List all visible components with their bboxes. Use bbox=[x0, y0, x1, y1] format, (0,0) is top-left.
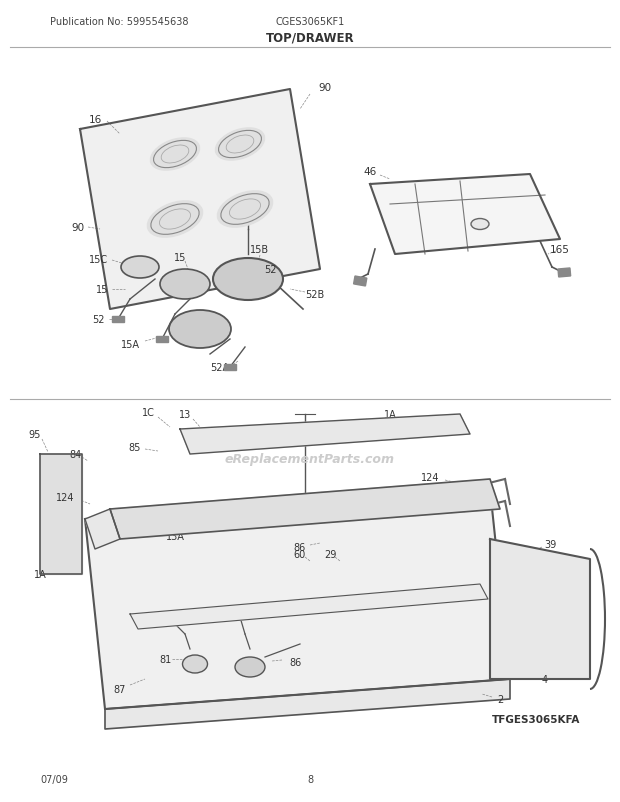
Polygon shape bbox=[85, 489, 510, 709]
Bar bbox=[112, 317, 124, 322]
Ellipse shape bbox=[471, 219, 489, 230]
Polygon shape bbox=[180, 415, 470, 455]
Text: 52: 52 bbox=[264, 265, 277, 274]
Polygon shape bbox=[85, 509, 120, 549]
Text: 15: 15 bbox=[174, 253, 186, 263]
Text: 165: 165 bbox=[550, 245, 570, 255]
Ellipse shape bbox=[151, 139, 200, 171]
Text: 07/09: 07/09 bbox=[40, 774, 68, 784]
Polygon shape bbox=[80, 90, 320, 310]
Bar bbox=[156, 337, 168, 342]
Text: 1A: 1A bbox=[384, 410, 396, 419]
Ellipse shape bbox=[182, 655, 208, 673]
Text: 90: 90 bbox=[319, 83, 332, 93]
Text: 87: 87 bbox=[114, 684, 126, 695]
Text: 16: 16 bbox=[89, 115, 102, 125]
Text: 95: 95 bbox=[29, 429, 41, 439]
Text: 1C: 1C bbox=[141, 407, 154, 418]
Text: CGES3065KF1: CGES3065KF1 bbox=[275, 17, 345, 27]
Ellipse shape bbox=[148, 201, 203, 238]
Polygon shape bbox=[490, 539, 590, 679]
Ellipse shape bbox=[169, 310, 231, 349]
Text: 13: 13 bbox=[179, 410, 191, 419]
Ellipse shape bbox=[215, 129, 265, 161]
Text: TOP/DRAWER: TOP/DRAWER bbox=[266, 31, 354, 44]
Text: 29: 29 bbox=[324, 549, 336, 559]
Text: 46: 46 bbox=[363, 167, 376, 176]
Text: 1A: 1A bbox=[33, 569, 46, 579]
Polygon shape bbox=[130, 585, 488, 630]
Text: TFGES3065KFA: TFGES3065KFA bbox=[492, 714, 580, 724]
Text: 8: 8 bbox=[307, 774, 313, 784]
Ellipse shape bbox=[160, 269, 210, 300]
Text: 4: 4 bbox=[542, 674, 548, 684]
Text: 81: 81 bbox=[159, 654, 171, 664]
Text: 124: 124 bbox=[421, 472, 439, 482]
Polygon shape bbox=[110, 480, 500, 539]
Text: 15: 15 bbox=[95, 285, 108, 294]
Bar bbox=[353, 277, 367, 286]
Text: 29: 29 bbox=[481, 486, 493, 496]
Text: 90: 90 bbox=[71, 223, 84, 233]
Text: 86: 86 bbox=[289, 657, 301, 667]
Text: 60: 60 bbox=[454, 486, 466, 496]
Text: 124: 124 bbox=[56, 492, 74, 502]
Text: 84: 84 bbox=[69, 449, 81, 460]
Text: eReplacementParts.com: eReplacementParts.com bbox=[225, 453, 395, 466]
Ellipse shape bbox=[218, 192, 273, 228]
Text: Publication No: 5995545638: Publication No: 5995545638 bbox=[50, 17, 188, 27]
Text: 39: 39 bbox=[544, 539, 556, 549]
Polygon shape bbox=[40, 455, 82, 574]
Text: 13A: 13A bbox=[166, 532, 184, 541]
Text: 52B: 52B bbox=[306, 290, 325, 300]
Text: 52A: 52A bbox=[210, 363, 229, 373]
Text: 2: 2 bbox=[497, 695, 503, 704]
Text: 60: 60 bbox=[294, 549, 306, 559]
Text: 86: 86 bbox=[294, 542, 306, 553]
Text: 15A: 15A bbox=[120, 339, 140, 350]
Text: 15C: 15C bbox=[89, 255, 108, 265]
Ellipse shape bbox=[121, 257, 159, 278]
Ellipse shape bbox=[235, 657, 265, 677]
Text: 15B: 15B bbox=[250, 245, 270, 255]
Ellipse shape bbox=[213, 259, 283, 301]
Text: 52: 52 bbox=[92, 314, 105, 325]
Bar bbox=[558, 269, 570, 277]
Polygon shape bbox=[105, 679, 510, 729]
Text: 85: 85 bbox=[129, 443, 141, 452]
Polygon shape bbox=[370, 175, 560, 255]
Bar bbox=[224, 365, 236, 371]
